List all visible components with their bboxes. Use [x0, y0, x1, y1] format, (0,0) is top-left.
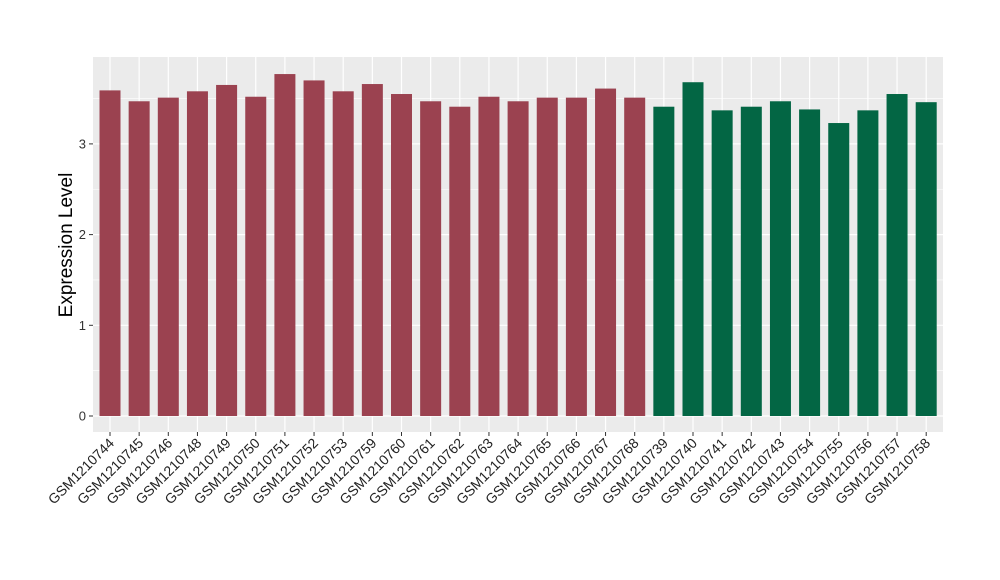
- bar-GSM1210767: [595, 88, 617, 416]
- x-axis: GSM1210744GSM1210745GSM1210746GSM1210748…: [45, 432, 933, 507]
- bar-GSM1210752: [303, 80, 325, 416]
- y-tick-label: 3: [79, 136, 86, 151]
- bar-GSM1210749: [216, 84, 238, 416]
- bar-GSM1210741: [711, 110, 733, 416]
- bar-GSM1210756: [857, 110, 879, 416]
- y-axis-title: Expression Level: [56, 173, 77, 318]
- bar-GSM1210751: [274, 74, 296, 416]
- bar-GSM1210740: [682, 82, 704, 416]
- y-tick-label: 2: [79, 227, 86, 242]
- bar-GSM1210739: [653, 106, 675, 416]
- bar-GSM1210765: [536, 97, 558, 416]
- bar-GSM1210763: [478, 96, 500, 417]
- bar-GSM1210757: [886, 94, 908, 416]
- bar-GSM1210760: [391, 94, 412, 416]
- y-tick-label: 1: [79, 318, 86, 333]
- bar-GSM1210753: [332, 91, 354, 416]
- bar-GSM1210745: [128, 101, 150, 416]
- bar-GSM1210761: [420, 101, 442, 416]
- bar-GSM1210768: [624, 97, 646, 416]
- bar-GSM1210764: [507, 101, 529, 416]
- bar-GSM1210746: [157, 97, 179, 416]
- bar-GSM1210742: [740, 106, 762, 416]
- bar-GSM1210762: [449, 106, 471, 416]
- bar-GSM1210750: [245, 96, 267, 417]
- bar-GSM1210755: [828, 123, 850, 416]
- bar-GSM1210758: [915, 102, 937, 416]
- bars: [99, 74, 937, 417]
- bar-GSM1210754: [799, 109, 821, 417]
- bar-GSM1210748: [186, 91, 208, 416]
- bar-GSM1210766: [565, 97, 587, 416]
- bar-GSM1210744: [99, 90, 121, 417]
- y-axis: 0 1 2 3: [79, 136, 93, 424]
- bar-GSM1210759: [361, 84, 383, 417]
- bar-GSM1210743: [769, 101, 791, 416]
- y-tick-label: 0: [79, 409, 86, 424]
